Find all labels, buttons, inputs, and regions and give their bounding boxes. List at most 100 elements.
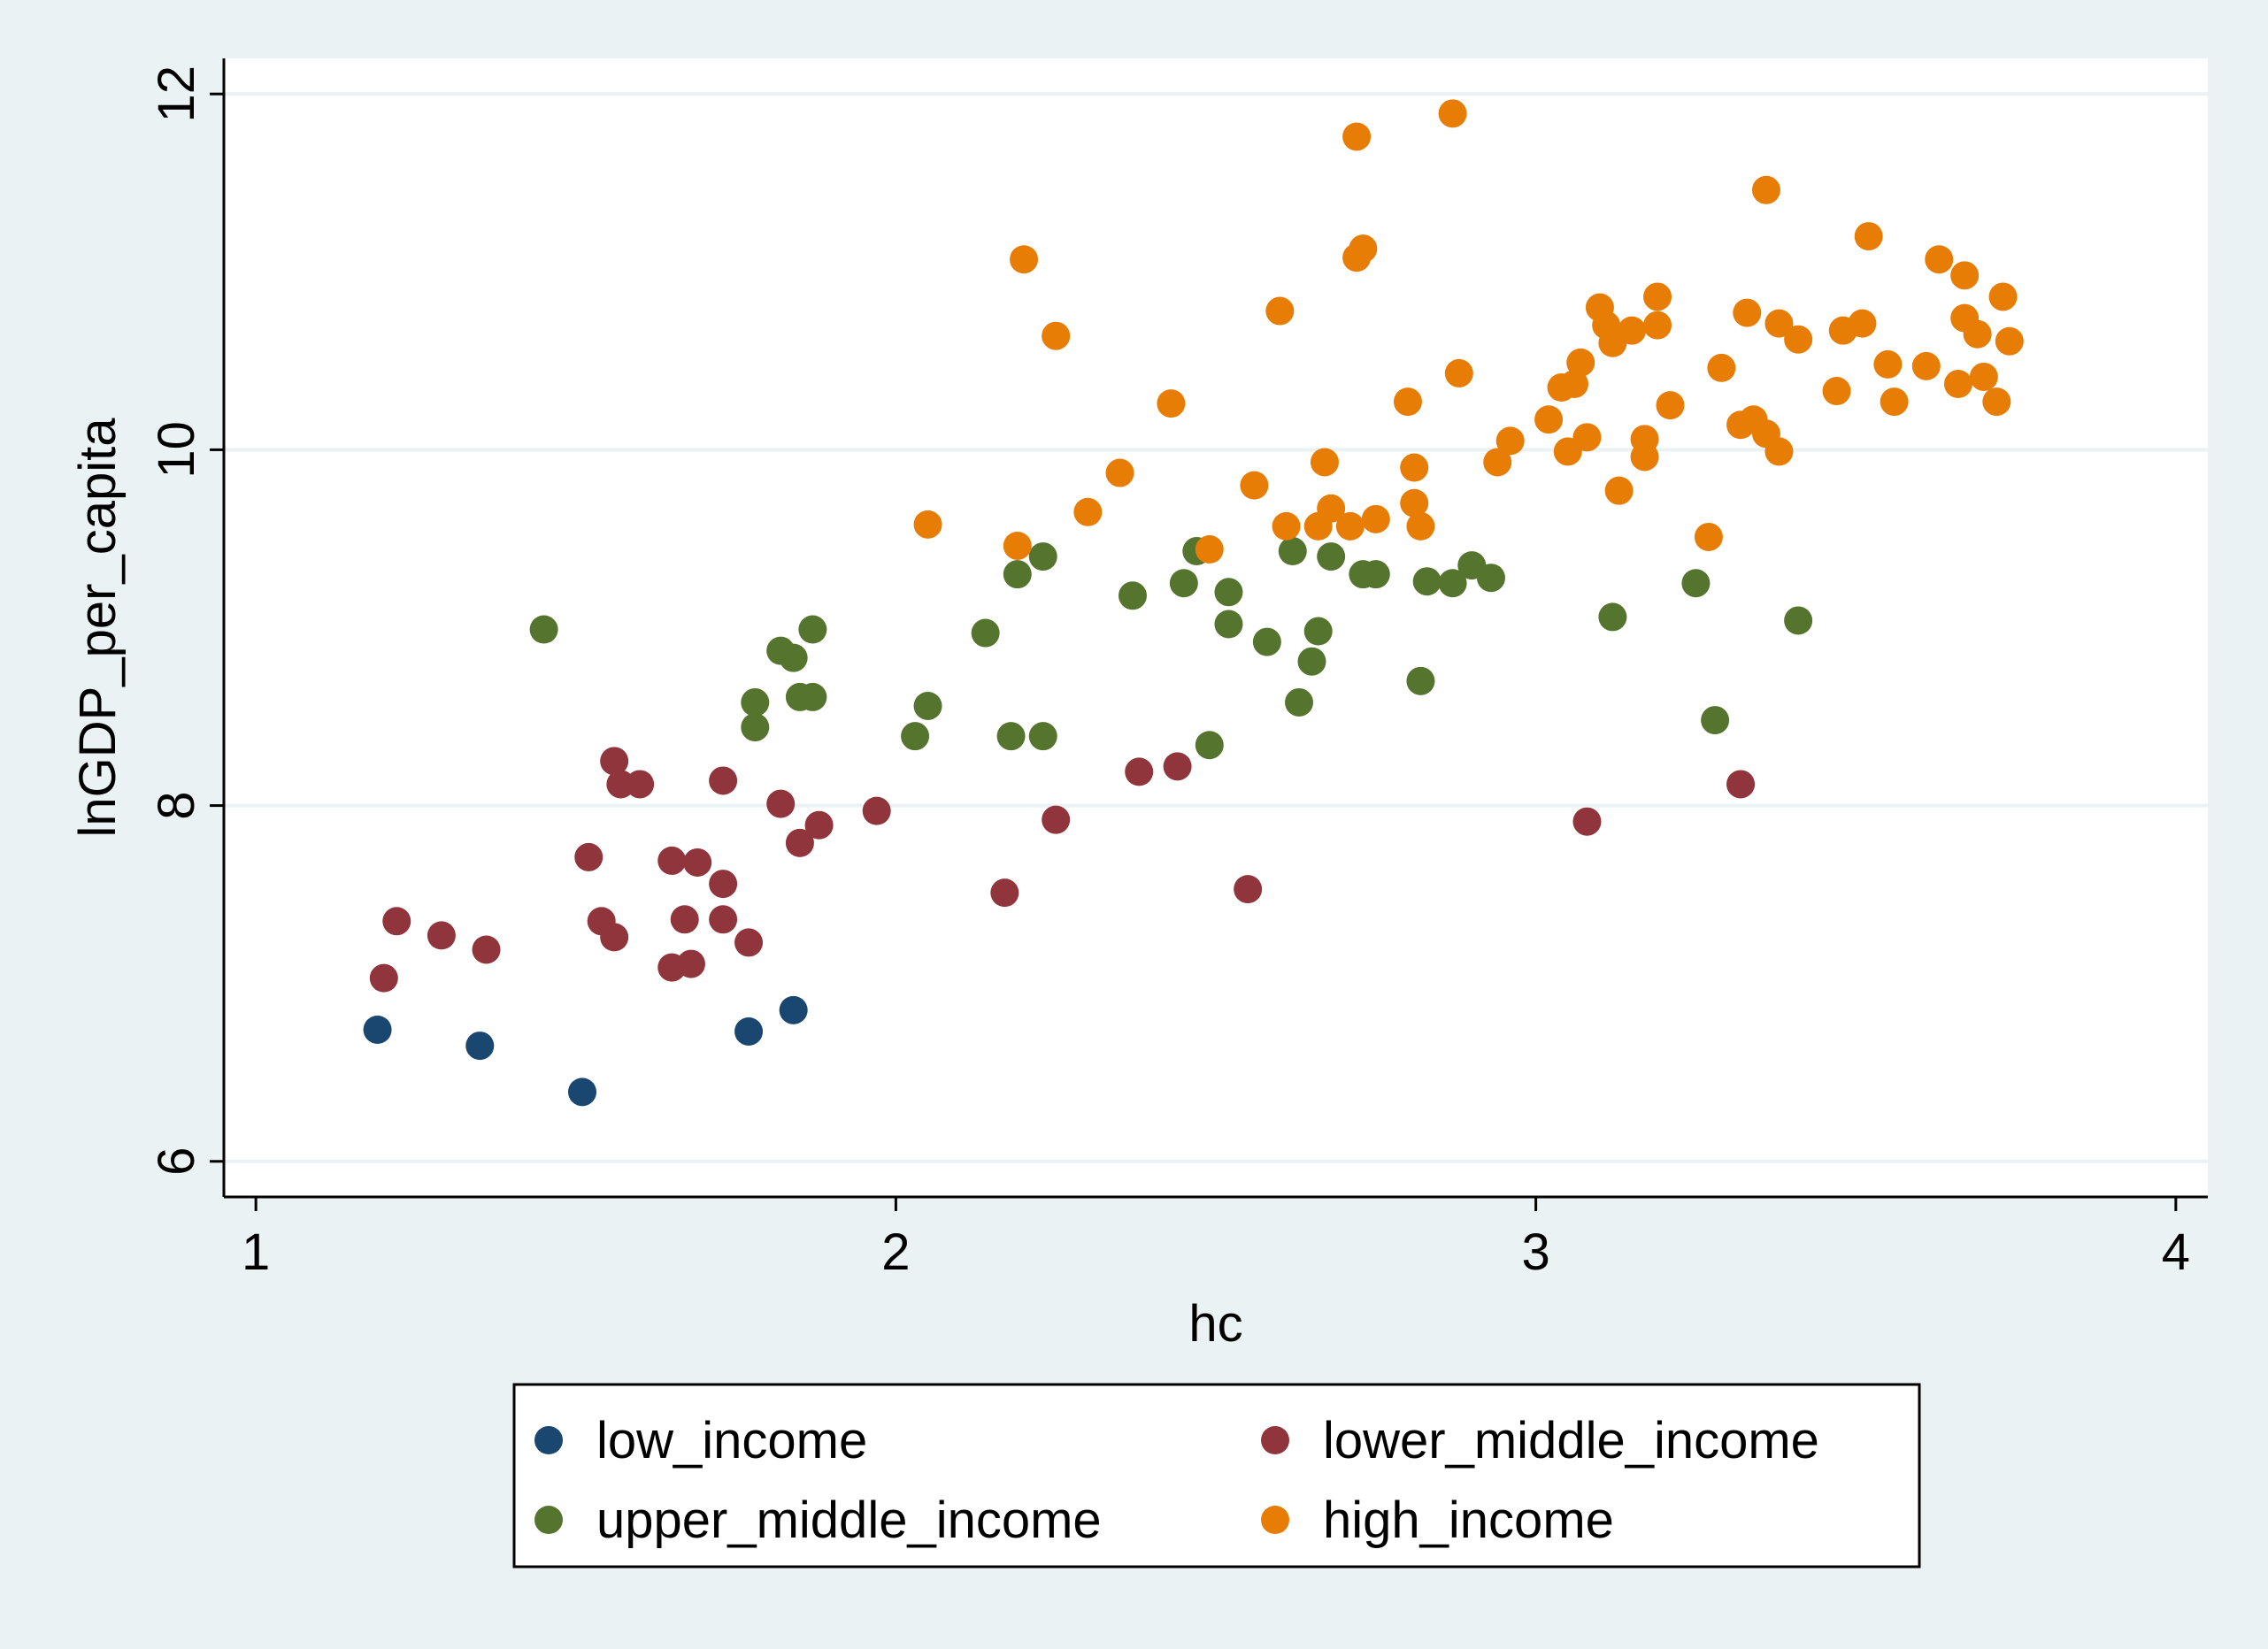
data-point [1534,405,1564,434]
data-point [1438,99,1467,128]
data-point [971,618,1000,648]
data-point [1406,666,1435,695]
data-point [1950,261,1980,290]
data-point [798,682,827,711]
data-point [1400,453,1429,482]
data-point [1042,805,1071,834]
data-point [1656,391,1685,420]
data-point [1963,319,1992,349]
legend-marker [1261,1426,1289,1454]
data-point [1297,647,1326,676]
data-point [1694,522,1723,551]
data-point [369,963,398,993]
data-point [1285,687,1314,717]
series-low-income [363,995,808,1107]
data-point [1572,423,1602,452]
series-high-income [913,99,2024,564]
data-point [1873,349,1903,379]
data-point [1240,471,1269,500]
data-point [1317,494,1346,523]
data-point [670,905,699,934]
legend-item: high_income [1261,1492,1614,1549]
data-point [1681,569,1711,598]
data-point [1444,358,1473,387]
y-tick-label: 10 [148,421,205,479]
x-axis-title: hc [1188,1295,1242,1353]
data-point [568,1078,597,1107]
data-point [1003,531,1032,560]
data-point [901,722,930,751]
data-point [1604,476,1634,505]
data-point [1854,222,1883,251]
data-point [1118,581,1147,610]
data-point [741,713,770,742]
data-point [1969,362,1998,391]
data-point [1751,175,1780,204]
data-point [427,921,456,950]
y-tick-label: 8 [148,791,205,819]
data-point [600,923,629,952]
y-tick-label: 6 [148,1147,205,1176]
data-point [1982,387,2011,417]
legend-box [512,1383,1921,1568]
data-point [1303,617,1333,646]
data-point [741,687,770,717]
legend-marker [534,1506,563,1534]
data-point [1342,122,1372,151]
data-point [1010,245,1039,274]
data-point [1995,326,2024,356]
data-point [676,949,705,978]
data-point [1784,606,1813,635]
data-point [1925,245,1954,274]
data-point [1764,309,1794,338]
data-point [657,846,687,875]
data-point [779,995,808,1024]
data-point [1125,757,1154,786]
data-point [1335,511,1365,541]
data-point [862,796,891,825]
data-point [1412,567,1442,596]
data-point [1560,370,1589,399]
data-point [472,935,501,964]
data-point [766,789,796,818]
data-point [1278,537,1307,566]
data-point [1822,377,1851,406]
data-point [1265,296,1295,326]
x-tick-label: 2 [881,1223,910,1281]
data-point [1157,389,1186,418]
data-point [1943,370,1972,399]
data-point [779,643,808,672]
legend-label: low_income [596,1412,867,1469]
data-point [1073,497,1103,526]
data-point [382,907,411,936]
data-point [1406,511,1435,541]
data-point [1400,488,1429,518]
data-point [1848,309,1877,338]
data-point [683,848,712,877]
data-point [1880,387,1909,417]
data-point [734,1016,764,1046]
data-point [990,878,1019,908]
legend-label: upper_middle_income [596,1492,1102,1549]
data-point [1733,298,1762,327]
data-point [363,1015,392,1044]
data-point [1566,348,1595,377]
data-point [1643,311,1672,340]
data-point [1701,706,1730,735]
legend-item: upper_middle_income [534,1492,1102,1549]
data-point [785,828,814,857]
data-point [1361,560,1390,589]
data-point [1252,627,1281,656]
legend-label: high_income [1323,1492,1614,1549]
data-point [1438,569,1467,598]
data-point [1028,542,1057,571]
data-point [1361,504,1390,533]
data-point [1028,722,1057,751]
data-point [1726,770,1756,799]
data-point [1214,610,1243,639]
data-point [1483,448,1512,477]
data-point [1393,387,1422,417]
data-point [913,510,942,539]
